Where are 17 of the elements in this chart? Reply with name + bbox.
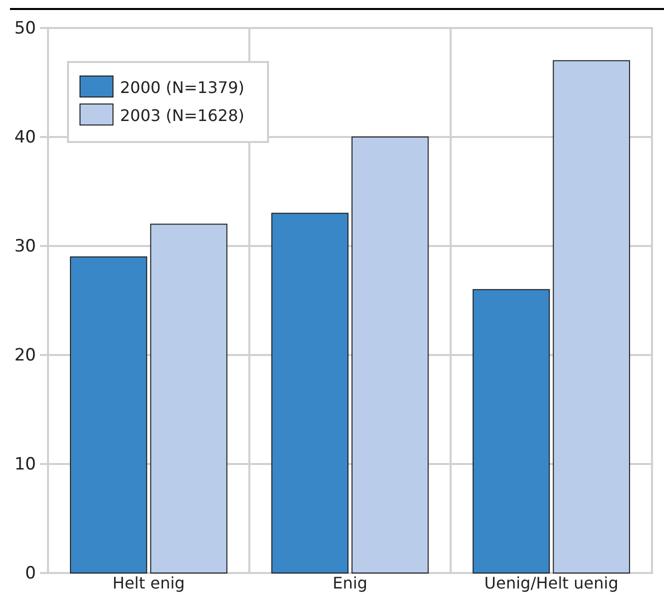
bar (352, 136, 429, 574)
y-tick-label: 30 (14, 236, 36, 256)
x-tick-label: Uenig/Helt uenig (484, 573, 618, 592)
y-tick-label: 40 (14, 127, 36, 148)
legend-label: 2003 (N=1628) (120, 106, 244, 125)
y-tick-label: 20 (14, 345, 36, 366)
x-tick-label: Helt enig (112, 573, 185, 592)
y-tick-label: 0 (25, 563, 36, 584)
bar (472, 289, 550, 574)
y-tick-label: 50 (14, 18, 36, 38)
bar (70, 256, 148, 574)
x-tick-label: Enig (332, 573, 368, 592)
bar (552, 60, 630, 574)
y-tick-label: 10 (14, 454, 36, 474)
bar (150, 224, 228, 574)
legend-label: 2000 (N=1379) (120, 78, 244, 97)
bar (271, 212, 348, 574)
